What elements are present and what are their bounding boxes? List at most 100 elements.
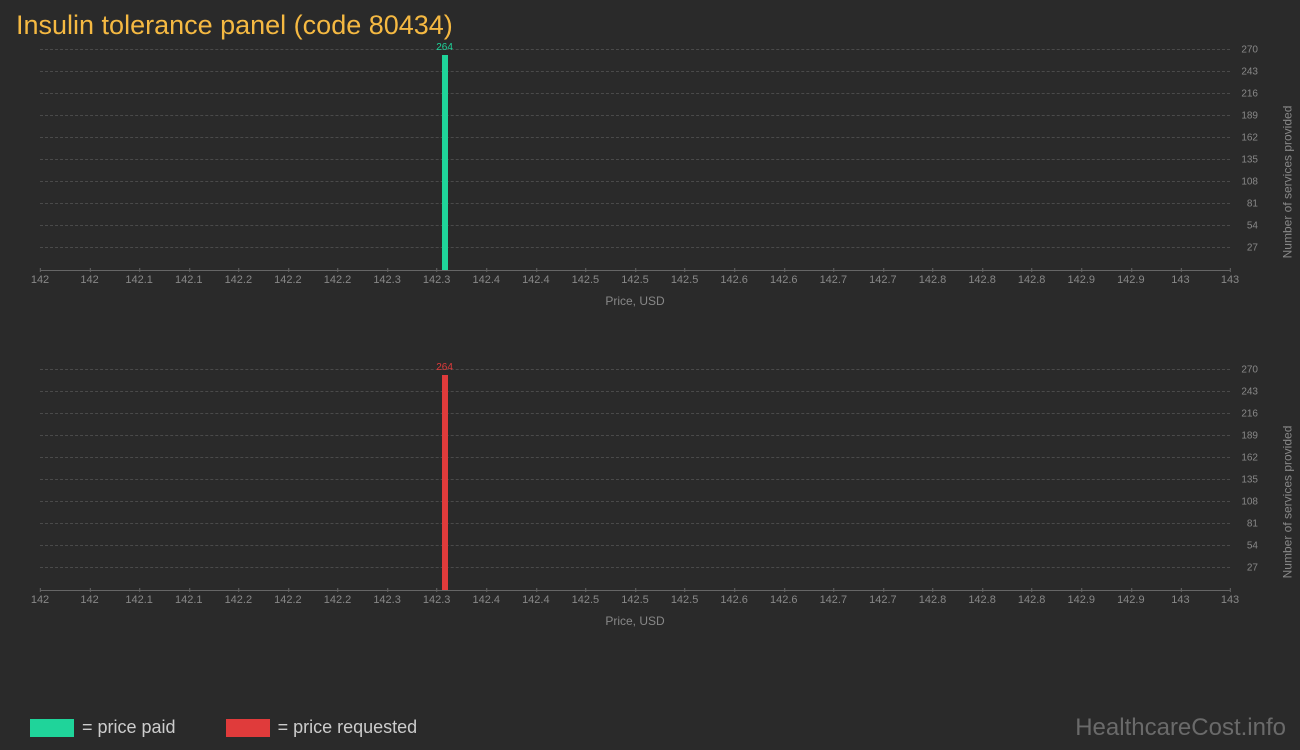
x-tick: 143 bbox=[1171, 274, 1189, 286]
chart-price-paid: 275481108135162189216243270264 Number of… bbox=[0, 50, 1300, 300]
x-tick: 142.9 bbox=[1117, 594, 1145, 606]
y-tick: 189 bbox=[1241, 111, 1258, 122]
y-tick: 216 bbox=[1241, 89, 1258, 100]
plot-area: 275481108135162189216243270264 bbox=[40, 370, 1230, 590]
x-tick: 142.8 bbox=[919, 274, 947, 286]
page-title: Insulin tolerance panel (code 80434) bbox=[0, 0, 1300, 41]
y-tick: 270 bbox=[1241, 45, 1258, 56]
x-axis: Price, USD 142142142.1142.1142.2142.2142… bbox=[40, 590, 1230, 620]
bar bbox=[442, 55, 448, 270]
x-axis-title: Price, USD bbox=[605, 614, 664, 628]
x-tick: 142.5 bbox=[572, 594, 600, 606]
x-tick: 142.7 bbox=[820, 594, 848, 606]
y-tick: 189 bbox=[1241, 431, 1258, 442]
x-tick: 142.7 bbox=[869, 274, 897, 286]
x-tick: 142.6 bbox=[720, 594, 748, 606]
x-tick: 142.8 bbox=[968, 594, 996, 606]
y-tick: 81 bbox=[1247, 519, 1258, 530]
bar-value-label: 264 bbox=[436, 42, 453, 53]
x-tick: 142.9 bbox=[1117, 274, 1145, 286]
x-tick: 142.2 bbox=[274, 594, 302, 606]
legend-label: = price requested bbox=[278, 717, 418, 738]
x-tick: 142.9 bbox=[1067, 594, 1095, 606]
x-tick: 142.2 bbox=[274, 274, 302, 286]
bar bbox=[442, 375, 448, 590]
y-tick: 270 bbox=[1241, 365, 1258, 376]
gridline bbox=[40, 115, 1230, 116]
plot-area: 275481108135162189216243270264 bbox=[40, 50, 1230, 270]
x-axis-title: Price, USD bbox=[605, 294, 664, 308]
x-tick: 142.5 bbox=[621, 274, 649, 286]
gridline bbox=[40, 159, 1230, 160]
y-tick: 54 bbox=[1247, 541, 1258, 552]
x-tick: 142.1 bbox=[175, 594, 203, 606]
y-tick: 27 bbox=[1247, 563, 1258, 574]
gridline bbox=[40, 247, 1230, 248]
y-axis-title: Number of services provided bbox=[1281, 106, 1295, 259]
x-tick: 142 bbox=[31, 594, 49, 606]
x-tick: 142.8 bbox=[1018, 274, 1046, 286]
gridline bbox=[40, 523, 1230, 524]
legend-swatch bbox=[30, 719, 74, 737]
x-tick: 142.5 bbox=[671, 274, 699, 286]
x-tick: 142.2 bbox=[225, 594, 253, 606]
x-tick: 142 bbox=[80, 594, 98, 606]
x-tick: 142.4 bbox=[472, 274, 500, 286]
gridline bbox=[40, 369, 1230, 370]
x-tick: 142.3 bbox=[373, 274, 401, 286]
gridline bbox=[40, 413, 1230, 414]
x-tick: 142.5 bbox=[621, 594, 649, 606]
x-tick: 142.7 bbox=[869, 594, 897, 606]
x-tick: 142.6 bbox=[770, 594, 798, 606]
legend-swatch bbox=[226, 719, 270, 737]
y-tick: 27 bbox=[1247, 243, 1258, 254]
y-tick: 135 bbox=[1241, 475, 1258, 486]
legend-label: = price paid bbox=[82, 717, 176, 738]
gridline bbox=[40, 203, 1230, 204]
legend: = price paid = price requested bbox=[30, 717, 417, 738]
x-tick: 142.8 bbox=[1018, 594, 1046, 606]
x-tick: 142.2 bbox=[324, 274, 352, 286]
gridline bbox=[40, 545, 1230, 546]
legend-item: = price requested bbox=[226, 717, 418, 738]
x-tick: 142 bbox=[80, 274, 98, 286]
x-tick: 142.6 bbox=[770, 274, 798, 286]
gridline bbox=[40, 93, 1230, 94]
x-tick: 142 bbox=[31, 274, 49, 286]
y-tick: 162 bbox=[1241, 453, 1258, 464]
gridline bbox=[40, 457, 1230, 458]
x-tick: 142.9 bbox=[1067, 274, 1095, 286]
chart-price-requested: 275481108135162189216243270264 Number of… bbox=[0, 370, 1300, 620]
x-tick: 142.4 bbox=[522, 274, 550, 286]
legend-item: = price paid bbox=[30, 717, 176, 738]
gridline bbox=[40, 71, 1230, 72]
y-tick: 54 bbox=[1247, 221, 1258, 232]
x-tick: 142.5 bbox=[671, 594, 699, 606]
y-tick: 243 bbox=[1241, 387, 1258, 398]
y-tick: 108 bbox=[1241, 497, 1258, 508]
y-tick: 135 bbox=[1241, 155, 1258, 166]
y-tick: 162 bbox=[1241, 133, 1258, 144]
x-tick: 142.6 bbox=[720, 274, 748, 286]
gridline bbox=[40, 391, 1230, 392]
y-tick: 81 bbox=[1247, 199, 1258, 210]
x-tick: 142.5 bbox=[572, 274, 600, 286]
x-tick: 142.7 bbox=[820, 274, 848, 286]
x-tick: 143 bbox=[1221, 274, 1239, 286]
gridline bbox=[40, 49, 1230, 50]
gridline bbox=[40, 137, 1230, 138]
y-axis-title: Number of services provided bbox=[1281, 426, 1295, 579]
gridline bbox=[40, 181, 1230, 182]
x-tick: 142.8 bbox=[968, 274, 996, 286]
watermark: HealthcareCost.info bbox=[1075, 714, 1286, 742]
x-tick: 142.1 bbox=[125, 594, 153, 606]
y-tick: 243 bbox=[1241, 67, 1258, 78]
x-tick: 142.3 bbox=[373, 594, 401, 606]
gridline bbox=[40, 567, 1230, 568]
y-tick: 216 bbox=[1241, 409, 1258, 420]
x-tick: 142.8 bbox=[919, 594, 947, 606]
x-tick: 142.2 bbox=[324, 594, 352, 606]
x-tick: 142.1 bbox=[175, 274, 203, 286]
y-tick: 108 bbox=[1241, 177, 1258, 188]
x-tick: 142.1 bbox=[125, 274, 153, 286]
